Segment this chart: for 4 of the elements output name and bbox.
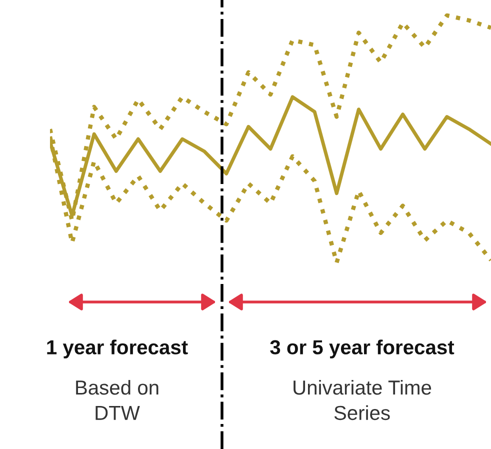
text: Univariate Time Series [294,380,432,420]
text: 1 year forecast [47,340,188,358]
text: 3 or 5 year forecast [270,340,454,358]
text: Based on DTW [76,380,158,420]
